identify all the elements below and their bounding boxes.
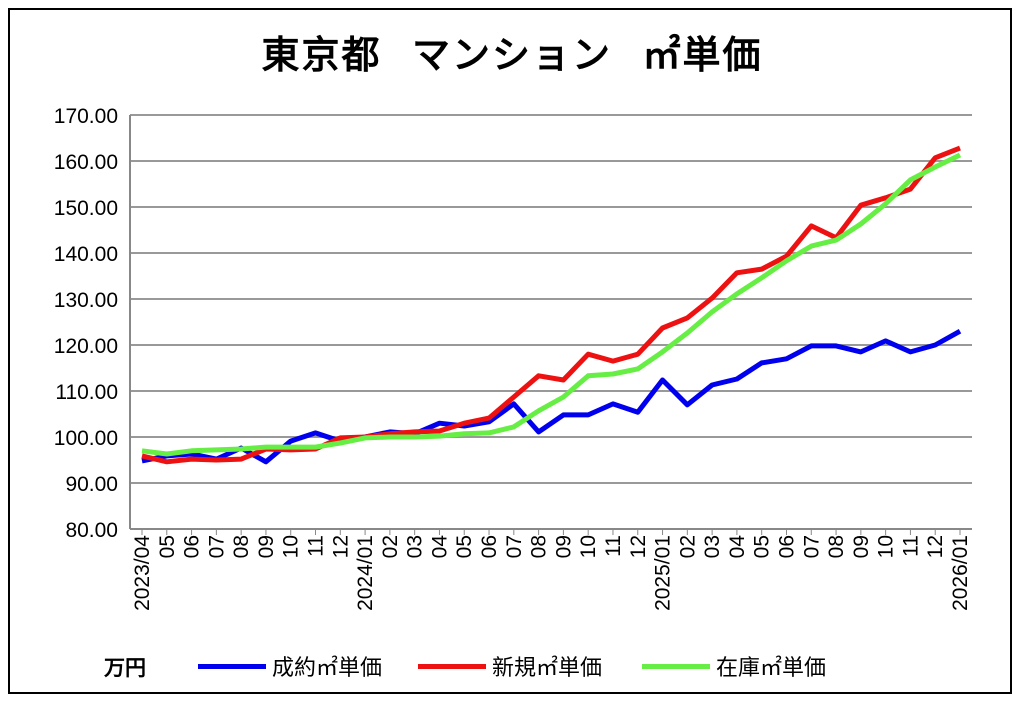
x-tick-label: 05 bbox=[453, 535, 476, 558]
x-tick-label: 05 bbox=[751, 535, 774, 558]
x-tick-label: 02 bbox=[676, 535, 699, 558]
y-tick-label: 80.00 bbox=[65, 519, 118, 542]
x-tick-label: 08 bbox=[825, 535, 848, 558]
y-tick-label: 110.00 bbox=[55, 381, 118, 404]
legend-label: 新規㎡単価 bbox=[492, 656, 603, 681]
x-tick-label: 09 bbox=[552, 535, 575, 558]
y-tick-label: 90.00 bbox=[65, 473, 118, 496]
x-tick-label: 04 bbox=[726, 535, 749, 559]
legend-swatch bbox=[418, 663, 486, 669]
x-tick-label: 09 bbox=[255, 535, 278, 558]
x-tick-label: 10 bbox=[875, 535, 898, 558]
y-tick-label: 100.00 bbox=[54, 427, 118, 450]
series-line-新規㎡単価 bbox=[141, 145, 961, 465]
x-tick-label: 10 bbox=[577, 535, 600, 558]
y-tick-label: 150.00 bbox=[54, 197, 118, 220]
x-tick-label: 12 bbox=[627, 535, 650, 558]
unit-label: 万円 bbox=[104, 656, 146, 680]
legend-swatch bbox=[198, 663, 266, 669]
x-tick-label: 11 bbox=[899, 535, 922, 557]
y-tick-label: 140.00 bbox=[54, 243, 118, 266]
x-tick-label: 12 bbox=[924, 535, 947, 558]
legend-item-new: 新規㎡単価 bbox=[418, 650, 602, 682]
legend-label: 在庫㎡単価 bbox=[716, 656, 827, 681]
x-tick-label: 03 bbox=[701, 535, 724, 558]
y-tick-label: 160.00 bbox=[54, 151, 118, 174]
x-tick-label: 05 bbox=[156, 535, 179, 558]
x-tick-label: 2025/01 bbox=[652, 535, 675, 611]
x-tick-label: 09 bbox=[850, 535, 873, 558]
x-tick-label: 06 bbox=[478, 535, 501, 558]
x-tick-label: 2026/01 bbox=[949, 535, 972, 611]
x-tick-label: 03 bbox=[404, 535, 427, 558]
x-tick-label: 2023/04 bbox=[131, 535, 154, 611]
x-tick-label: 06 bbox=[775, 535, 798, 558]
legend-item-contract: 成約㎡単価 bbox=[198, 650, 382, 682]
x-tick-label: 10 bbox=[280, 535, 303, 558]
x-tick-label: 07 bbox=[503, 535, 526, 558]
legend-label: 成約㎡単価 bbox=[272, 656, 383, 681]
chart-title: 東京都 マンション ㎡単価 bbox=[261, 33, 763, 77]
x-tick-label: 04 bbox=[428, 535, 451, 559]
x-tick-label: 08 bbox=[230, 535, 253, 558]
y-tick-label: 170.00 bbox=[54, 105, 118, 128]
legend-swatch bbox=[642, 663, 710, 669]
x-tick-label: 11 bbox=[602, 535, 625, 557]
x-tick-label: 07 bbox=[205, 535, 228, 558]
x-tick-label: 02 bbox=[379, 535, 402, 558]
chart-frame bbox=[8, 8, 1012, 694]
x-tick-label: 11 bbox=[305, 535, 328, 557]
y-tick-label: 130.00 bbox=[54, 289, 118, 312]
y-tick-label: 120.00 bbox=[54, 335, 118, 358]
x-tick-label: 08 bbox=[528, 535, 551, 558]
series-line-成約㎡単価 bbox=[141, 329, 962, 465]
x-tick-label: 12 bbox=[329, 535, 352, 558]
x-tick-label: 2024/01 bbox=[354, 535, 377, 611]
series-line-在庫㎡単価 bbox=[141, 152, 962, 457]
x-tick-label: 07 bbox=[800, 535, 823, 558]
legend-item-stock: 在庫㎡単価 bbox=[642, 650, 826, 682]
legend: 万円 成約㎡単価 新規㎡単価 在庫㎡単価 bbox=[0, 650, 1024, 682]
x-tick-label: 06 bbox=[181, 535, 204, 558]
